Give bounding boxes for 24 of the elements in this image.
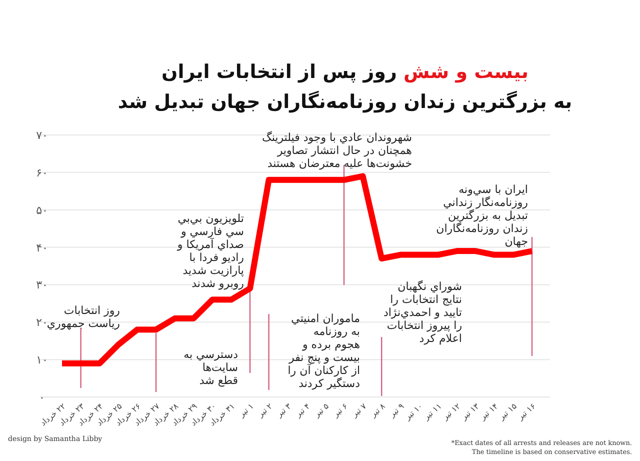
x-tick-label: ۷ تیر <box>349 401 369 420</box>
ref-line-label: دسترسي به سایت‌ها قطع شد <box>184 348 238 387</box>
y-tick-label: ۰ <box>39 391 45 404</box>
x-tick-label: ۶ تیر <box>330 402 350 420</box>
x-tick-label: ۳ تیر <box>274 401 294 420</box>
ref-line-label: روز انتخابات ریاست جمهوري <box>46 304 120 330</box>
x-tick-label: ۸ تیر <box>368 401 388 420</box>
y-tick-label: ۱۰ <box>36 354 48 367</box>
y-tick-label: ۲۰ <box>36 316 48 330</box>
y-tick-label: ۵۰ <box>36 204 48 217</box>
x-tick-label: ۵ تیر <box>312 402 330 420</box>
y-tick-label: ۴۰ <box>36 241 48 254</box>
y-tick-label: ۷۰ <box>36 129 48 142</box>
y-tick-label: ۶۰ <box>36 166 48 180</box>
ref-line-label: ماموران امنیتي به روزنامه هجوم برده و بیست و پنج نفر از کارکنان آن را دستگیر کردند <box>288 312 360 390</box>
ref-line-label: تلویزیون بي‌بي سي فارسي و صداي آمریکا و رادیو فردا با پارازیت شدید روبرو شدند <box>176 212 244 290</box>
chart-title: بیست و شش روز پس از انتخابات ایران به بزرگترین زندان روزنامه‌نگاران جهان تبدیل شد <box>118 61 572 113</box>
ref-line-label: شوراي نگهبان نتایج انتخابات را تایید و احمدي‌نژاد را پیروز انتخابات اعلام کرد <box>383 280 462 345</box>
x-tick-label: ۲ تیر <box>255 402 274 420</box>
x-tick-label: ۴ تیر <box>292 402 312 420</box>
ref-line-label: ایران با سي‌ونه روزنامه‌نگار زنداني تبدیل به بزرگترین زندان روزنامه‌نگاران جهان <box>436 183 528 248</box>
ref-line-label: شهروندان عادي با وجود فیلترینگ همچنان در حال انتشار تصاویر خشونت‌ها علیه معترضان هستند <box>262 131 412 170</box>
x-tick-label: ۱ تیر <box>236 402 256 420</box>
y-tick-label: ۳۰ <box>36 278 48 292</box>
